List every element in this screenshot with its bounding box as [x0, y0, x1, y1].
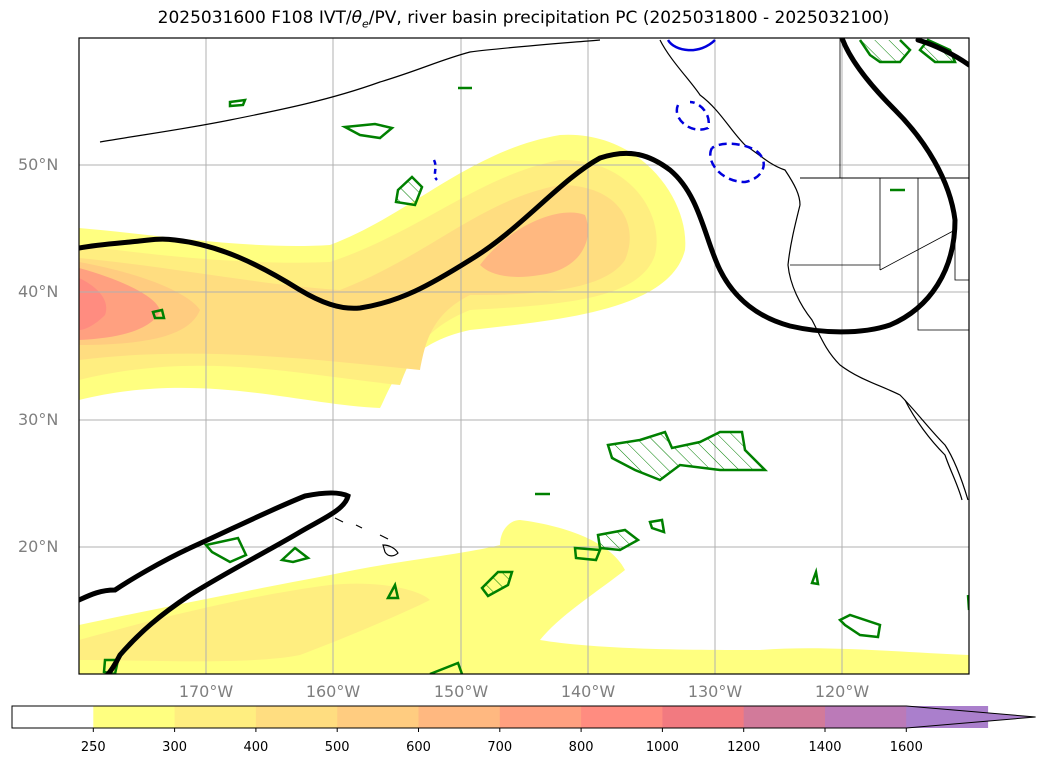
ivt-band-600 [79, 268, 160, 340]
colorbar-tick-label: 600 [406, 740, 431, 755]
lon-label-150w: 150°W [433, 682, 489, 701]
pv-contour-south [79, 490, 351, 674]
green-contour-9 [648, 518, 666, 534]
colorbar-segment [418, 706, 501, 728]
colorbar-segment [825, 706, 907, 728]
colorbar-tick-label: 1000 [645, 740, 679, 755]
green-contour-8 [573, 546, 602, 562]
lon-label-120w: 120°W [814, 682, 870, 701]
ivt-band-400 [79, 185, 630, 370]
green-contour-12 [480, 570, 514, 598]
green-contour-17 [102, 658, 120, 674]
ivt-band-800 [79, 278, 107, 330]
colorbar-tick-label: 700 [487, 740, 513, 755]
map-frame [78, 37, 970, 675]
coastlines [99, 38, 969, 557]
pv-contour-northeast [915, 38, 969, 68]
colorbar-segment [174, 706, 257, 728]
colorbar-extend-arrow [906, 706, 1036, 728]
green-contour-5 [151, 308, 166, 320]
colorbar-segment [12, 706, 94, 728]
green-contour-18 [429, 661, 464, 674]
ivt-south-300 [79, 583, 430, 662]
map-title: 2025031600 F108 IVT/θe/PV, river basin p… [157, 8, 890, 31]
green-contour-1 [340, 122, 395, 140]
lat-label-40: 40°N [18, 282, 59, 301]
colorbar-segment [255, 706, 338, 728]
green-contour-13 [385, 581, 400, 600]
graticule [79, 38, 969, 674]
blue-dashed-contour-1 [675, 100, 711, 131]
blue-contours [432, 39, 765, 184]
green-contour-19 [858, 39, 912, 64]
colorbar-segment [93, 706, 176, 728]
colorbar-segment [337, 706, 419, 728]
green-contour-2 [394, 175, 424, 207]
colorbar-segment [499, 706, 582, 728]
colorbar-tick-label: 500 [324, 740, 350, 755]
blue-dashed-contour-2 [709, 142, 765, 184]
pv-contour-north [79, 38, 958, 335]
green-contour-16 [837, 613, 882, 639]
colorbar-tick-label: 300 [162, 740, 187, 755]
alaska-coast [99, 39, 601, 143]
blue-dashed-contour-3 [432, 159, 439, 181]
lon-label-130w: 130°W [687, 682, 743, 701]
lat-label-50: 50°N [18, 155, 59, 174]
green-contour-3 [228, 98, 247, 108]
colorbar-segment [662, 706, 745, 728]
green-contour-10 [203, 536, 248, 564]
colorbar [11, 705, 1036, 732]
colorbar-segment [581, 706, 663, 728]
us-west-coast [787, 204, 969, 501]
colorbar-tick-label: 250 [80, 740, 106, 755]
ivt-shading [79, 134, 969, 674]
colorbar-tick-label: 1200 [727, 740, 761, 755]
green-contour-7 [596, 528, 641, 552]
pv-contours [79, 38, 969, 674]
hawaii [334, 517, 399, 557]
lon-label-160w: 160°W [305, 682, 361, 701]
lat-label-30: 30°N [18, 410, 59, 429]
colorbar-tick-label: 1600 [889, 740, 923, 755]
colorbar-tick-label: 1400 [808, 740, 842, 755]
colorbar-outline [11, 705, 1036, 729]
colorbar-segment [743, 706, 826, 728]
green-contour-6 [606, 430, 769, 482]
lat-label-20: 20°N [18, 537, 59, 556]
ivt-band-500b [480, 212, 588, 277]
lon-label-140w: 140°W [560, 682, 616, 701]
green-contour-11 [279, 546, 311, 564]
colorbar-tick-label: 400 [243, 740, 269, 755]
blue-solid-contour [666, 39, 716, 52]
baja [904, 399, 963, 501]
colorbar-tick-label: 800 [568, 740, 594, 755]
state-borders [790, 38, 969, 331]
lon-label-170w: 170°W [178, 682, 234, 701]
green-contour-15 [810, 567, 820, 586]
theta-e-contours [102, 38, 969, 674]
